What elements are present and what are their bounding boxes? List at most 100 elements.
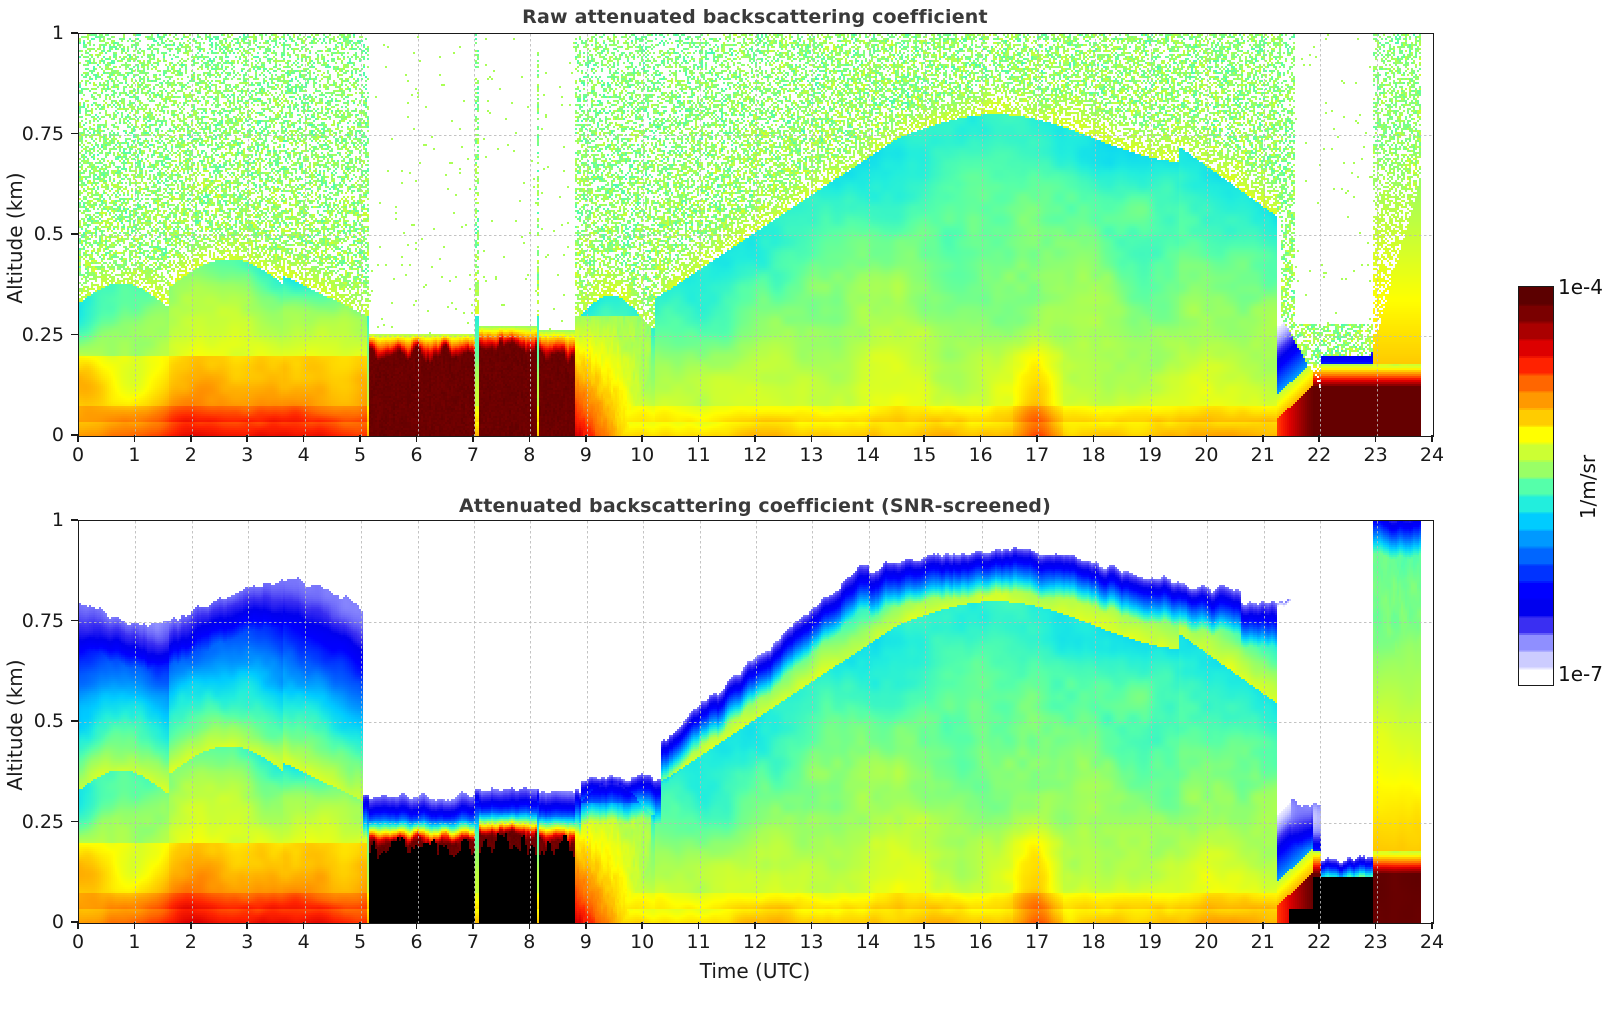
plot-area-screened[interactable] — [78, 520, 1434, 924]
x-tick-mark — [1149, 922, 1151, 929]
colorbar[interactable] — [1518, 286, 1554, 686]
x-tick-mark — [1036, 922, 1038, 929]
x-tick-mark — [923, 922, 926, 929]
x-tick-label: 6 — [410, 931, 423, 953]
y-tick-mark — [71, 720, 78, 722]
y-tick-mark — [71, 233, 78, 235]
x-tick-label: 3 — [241, 444, 254, 466]
x-tick-label: 0 — [71, 931, 85, 953]
heatmap-raw-canvas-holder — [79, 34, 1433, 436]
x-tick-mark — [472, 435, 474, 442]
x-tick-label: 5 — [354, 931, 367, 953]
x-tick-mark — [359, 922, 361, 929]
x-tick-mark — [1261, 435, 1264, 442]
heatmap-raw — [79, 34, 1433, 436]
x-tick-mark — [697, 435, 700, 442]
x-tick-mark — [923, 435, 926, 442]
x-tick-mark — [1431, 922, 1433, 929]
x-tick-label: 20 — [1194, 444, 1219, 466]
x-tick-mark — [1149, 435, 1151, 442]
x-tick-label: 24 — [1419, 444, 1445, 466]
x-tick-mark — [867, 435, 869, 442]
x-tick-label: 2 — [184, 931, 197, 953]
colorbar-unit-label: 1/m/sr — [1576, 454, 1600, 520]
y-tick-mark — [71, 32, 78, 34]
x-tick-mark — [302, 435, 305, 442]
x-tick-mark — [1205, 435, 1208, 442]
y-tick-label: 0.5 — [33, 710, 64, 732]
y-tick-label: 1 — [51, 22, 64, 44]
x-tick-label: 13 — [799, 931, 824, 953]
y-tick-mark — [71, 132, 78, 135]
panel-screened: Attenuated backscattering coefficient (S… — [0, 487, 1470, 1020]
x-tick-label: 7 — [466, 444, 479, 466]
x-tick-label: 21 — [1250, 931, 1275, 953]
x-tick-mark — [190, 922, 192, 929]
colorbar-min-label: 1e-7 — [1558, 662, 1603, 686]
x-tick-label: 14 — [855, 444, 880, 466]
x-tick-label: 6 — [410, 444, 423, 466]
x-tick-mark — [754, 922, 756, 929]
x-tick-mark — [810, 435, 813, 442]
plot-area-raw[interactable] — [78, 33, 1434, 437]
x-tick-mark — [1318, 922, 1320, 929]
x-tick-label: 18 — [1081, 444, 1106, 466]
x-tick-label: 24 — [1419, 931, 1445, 953]
x-tick-label: 10 — [630, 931, 655, 953]
x-tick-mark — [1092, 922, 1095, 929]
x-tick-mark — [415, 435, 418, 442]
y-tick-label: 0 — [51, 911, 64, 933]
y-tick-label: 0 — [51, 424, 64, 446]
x-tick-mark — [528, 435, 531, 442]
x-tick-label: 11 — [686, 931, 711, 953]
x-tick-label: 2 — [184, 444, 197, 466]
x-tick-mark — [641, 922, 643, 929]
x-tick-mark — [359, 435, 361, 442]
x-tick-mark — [584, 922, 587, 929]
y-axis-label-raw: Altitude (km) — [3, 172, 27, 304]
x-tick-label: 15 — [912, 931, 937, 953]
y-tick-mark — [71, 333, 78, 336]
x-tick-label: 4 — [297, 931, 310, 953]
x-tick-mark — [1318, 435, 1320, 442]
x-tick-label: 9 — [579, 444, 592, 466]
y-tick-mark — [71, 434, 78, 436]
x-tick-mark — [754, 435, 756, 442]
x-tick-label: 23 — [1363, 931, 1388, 953]
y-tick-mark — [71, 921, 78, 923]
x-tick-mark — [246, 922, 249, 929]
x-tick-mark — [415, 922, 418, 929]
x-tick-label: 7 — [466, 931, 479, 953]
x-axis-screened: 0 1 2 3 4 5 6 7 8 9 10 11 12 13 14 15 16 17 18 19 20 21 22 23 24 — [72, 922, 1444, 962]
panel-screened-title: Attenuated backscattering coefficient (S… — [459, 495, 1051, 517]
x-tick-label: 10 — [630, 444, 655, 466]
y-axis-screened: 0 0.25 0.5 0.75 1 — [0, 509, 78, 933]
panel-raw-title: Raw attenuated backscattering coefficien… — [522, 6, 988, 28]
y-tick-mark — [71, 820, 78, 823]
x-tick-label: 0 — [71, 444, 85, 466]
x-tick-mark — [472, 922, 474, 929]
x-tick-mark — [1431, 435, 1433, 442]
heatmap-screened — [79, 521, 1433, 923]
x-tick-label: 17 — [1024, 444, 1050, 466]
x-tick-label: 19 — [1137, 444, 1162, 466]
x-tick-label: 1 — [128, 444, 141, 466]
x-tick-mark — [810, 922, 813, 929]
x-tick-label: 17 — [1024, 931, 1050, 953]
x-tick-label: 13 — [799, 444, 824, 466]
panel-raw: Raw attenuated backscattering coefficien… — [0, 0, 1470, 480]
y-tick-mark — [71, 619, 78, 622]
y-axis-raw: 0 0.25 0.5 0.75 1 — [0, 22, 78, 446]
x-tick-label: 18 — [1081, 931, 1106, 953]
x-tick-label: 23 — [1363, 444, 1388, 466]
x-tick-label: 9 — [579, 931, 592, 953]
x-tick-label: 20 — [1194, 931, 1219, 953]
x-tick-label: 1 — [128, 931, 141, 953]
x-tick-mark — [641, 435, 643, 442]
x-tick-label: 8 — [523, 444, 536, 466]
x-tick-label: 4 — [297, 444, 310, 466]
x-tick-mark — [1374, 922, 1377, 929]
x-tick-mark — [528, 922, 531, 929]
x-tick-mark — [77, 922, 79, 929]
